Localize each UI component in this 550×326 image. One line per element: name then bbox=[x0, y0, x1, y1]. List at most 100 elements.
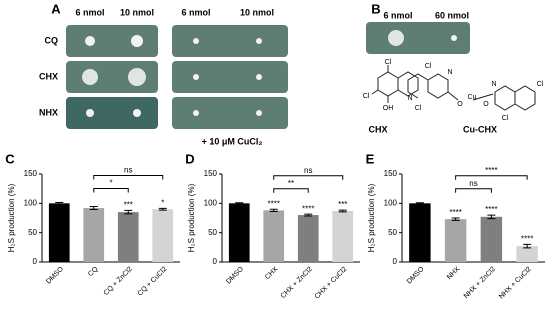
bar bbox=[480, 216, 503, 262]
x-tick-label: CQ bbox=[87, 265, 100, 278]
x-tick-label: DMSO bbox=[225, 265, 245, 285]
significance-label: **** bbox=[485, 205, 497, 214]
comparison-bracket bbox=[93, 174, 164, 180]
y-tick-label: 100 bbox=[384, 198, 398, 207]
x-tick-label: DMSO bbox=[406, 265, 426, 285]
panel-label: B bbox=[371, 1, 380, 16]
panel-label: D bbox=[185, 151, 194, 166]
comparison-bracket bbox=[455, 175, 528, 180]
row-label: NHX bbox=[39, 107, 58, 117]
column-header: 10 nmol bbox=[120, 7, 154, 17]
spot bbox=[128, 68, 146, 86]
spot bbox=[451, 35, 457, 41]
y-tick-label: 0 bbox=[393, 257, 398, 266]
bar bbox=[332, 210, 354, 262]
bar bbox=[516, 246, 538, 262]
comparison-label: ** bbox=[288, 179, 294, 188]
plate bbox=[172, 97, 288, 129]
y-axis-label: H₂S production (%) bbox=[187, 183, 196, 252]
spot bbox=[133, 109, 141, 117]
bar bbox=[297, 215, 319, 262]
comparison-label: ns bbox=[304, 166, 312, 175]
comparison-bracket bbox=[455, 188, 492, 193]
error-bar bbox=[451, 217, 460, 221]
y-tick-label: 0 bbox=[33, 257, 38, 266]
x-tick-label: CQ + CuCl2 bbox=[137, 266, 169, 298]
atom: Cl bbox=[425, 63, 432, 70]
y-tick-label: 100 bbox=[204, 198, 218, 207]
structure bbox=[371, 65, 419, 103]
y-axis-label: H₂S production (%) bbox=[7, 183, 16, 252]
error-bar bbox=[487, 214, 496, 220]
atom: N bbox=[447, 69, 452, 76]
structure-label: CHX bbox=[368, 124, 387, 134]
error-bar bbox=[124, 209, 133, 215]
row-label: CHX bbox=[39, 71, 58, 81]
significance-label: **** bbox=[521, 235, 533, 244]
column-header: 6 nmol bbox=[383, 10, 412, 20]
y-tick-label: 100 bbox=[24, 198, 38, 207]
error-bar bbox=[304, 213, 313, 217]
atom: Cl bbox=[363, 93, 370, 100]
panel-label: E bbox=[366, 151, 375, 166]
error-bar bbox=[415, 202, 424, 205]
significance-label: * bbox=[161, 198, 164, 207]
spot bbox=[256, 110, 262, 116]
x-tick-label: NHX bbox=[446, 266, 462, 282]
spot bbox=[82, 69, 98, 85]
panel-b: B 6 nmol 60 nmol Cl Cl OH N Cl Cl N O Cu… bbox=[363, 1, 544, 134]
comparison-label: **** bbox=[485, 166, 497, 175]
x-tick-label: CHX + CuCl2 bbox=[314, 266, 349, 301]
y-tick-label: 0 bbox=[213, 257, 218, 266]
plate bbox=[172, 25, 288, 57]
bar bbox=[83, 208, 105, 262]
error-bar bbox=[338, 209, 347, 213]
spot bbox=[256, 74, 262, 80]
y-tick-label: 50 bbox=[28, 228, 37, 237]
atom: O bbox=[457, 101, 463, 108]
significance-label: **** bbox=[449, 208, 461, 217]
significance-label: **** bbox=[302, 204, 314, 213]
y-tick-label: 150 bbox=[384, 169, 398, 178]
error-bar bbox=[269, 208, 278, 213]
x-tick-label: NHX + CuCl2 bbox=[498, 266, 533, 301]
x-tick-label: CQ + ZnCl2 bbox=[103, 266, 134, 297]
bar bbox=[409, 203, 431, 262]
atom: N bbox=[491, 81, 496, 88]
bar bbox=[48, 203, 70, 262]
comparison-label: ns bbox=[124, 166, 132, 175]
x-tick-label: NHX + ZnCl2 bbox=[463, 266, 497, 300]
x-tick-label: CHX bbox=[264, 266, 280, 282]
spot bbox=[256, 38, 262, 44]
spot bbox=[86, 109, 94, 117]
spot bbox=[193, 110, 199, 116]
spot bbox=[85, 36, 95, 46]
atom: Cl bbox=[502, 115, 509, 122]
x-tick-label: CHX + ZnCl2 bbox=[280, 266, 314, 300]
atom: Cl bbox=[537, 81, 544, 88]
comparison-label: ns bbox=[469, 179, 477, 188]
comparison-bracket bbox=[273, 188, 309, 193]
column-header: 60 nmol bbox=[435, 10, 469, 20]
spot bbox=[388, 30, 404, 46]
panel-label: A bbox=[51, 1, 61, 16]
bar bbox=[444, 219, 467, 262]
significance-label: *** bbox=[338, 200, 347, 209]
bar bbox=[228, 203, 250, 262]
significance-label: **** bbox=[268, 199, 280, 208]
error-bar bbox=[523, 243, 532, 249]
note: + 10 μM CuCl₂ bbox=[202, 136, 263, 146]
comparison-bracket bbox=[273, 175, 344, 180]
significance-label: *** bbox=[124, 200, 133, 209]
error-bar bbox=[55, 201, 64, 205]
row-label: CQ bbox=[45, 35, 59, 45]
column-header: 6 nmol bbox=[75, 7, 104, 17]
x-tick-label: DMSO bbox=[45, 265, 65, 285]
column-header: 6 nmol bbox=[181, 7, 210, 17]
spot bbox=[131, 35, 143, 47]
spot bbox=[193, 74, 199, 80]
bar bbox=[263, 210, 285, 262]
y-tick-label: 50 bbox=[388, 228, 397, 237]
atom: Cu bbox=[468, 94, 477, 101]
